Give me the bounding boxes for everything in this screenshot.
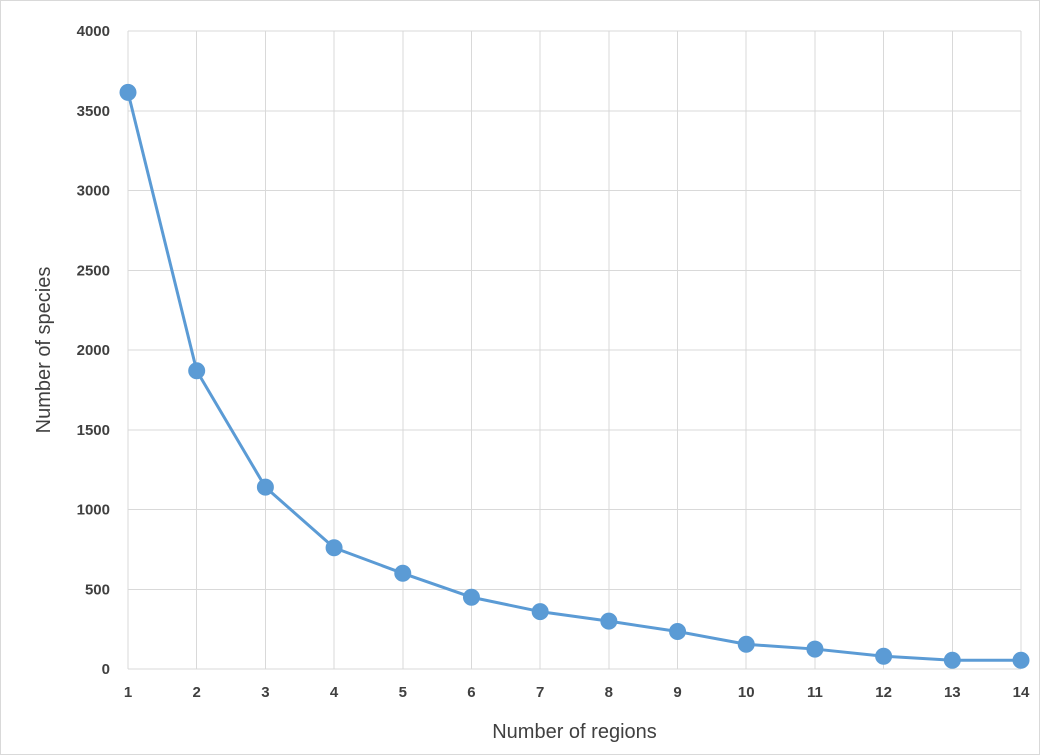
data-point-13: [943, 651, 961, 669]
x-tick-label-11: 11: [807, 684, 823, 701]
data-point-6: [462, 588, 480, 606]
data-point-10: [737, 635, 755, 653]
x-tick-label-4: 4: [330, 684, 339, 701]
y-tick-label-4000: 4000: [77, 23, 110, 40]
data-point-4: [325, 539, 343, 557]
y-tick-label-500: 500: [85, 581, 110, 598]
x-tick-label-8: 8: [605, 684, 613, 701]
x-tick-label-14: 14: [1013, 684, 1030, 701]
x-tick-label-1: 1: [124, 684, 132, 701]
x-axis-title: Number of regions: [492, 721, 657, 743]
data-point-1: [119, 83, 137, 101]
grid: [127, 30, 1022, 670]
data-point-12: [875, 647, 893, 665]
data-point-5: [394, 564, 412, 582]
data-point-9: [669, 623, 687, 641]
x-tick-label-6: 6: [467, 684, 475, 701]
series-group: [119, 83, 1030, 669]
x-tick-label-5: 5: [399, 684, 407, 701]
x-tick-label-3: 3: [261, 684, 269, 701]
data-point-14: [1012, 651, 1030, 669]
y-tick-label-3500: 3500: [77, 103, 110, 120]
x-tick-label-9: 9: [673, 684, 681, 701]
data-point-11: [806, 640, 824, 658]
y-tick-label-3000: 3000: [77, 183, 110, 200]
y-tick-label-1500: 1500: [77, 422, 110, 439]
y-axis-title: Number of species: [33, 267, 55, 434]
y-tick-label-2500: 2500: [77, 262, 110, 279]
data-point-2: [188, 362, 206, 380]
x-tick-label-13: 13: [944, 684, 961, 701]
y-tick-label-2000: 2000: [77, 342, 110, 359]
data-point-7: [531, 603, 549, 621]
x-tick-label-12: 12: [875, 684, 892, 701]
x-tick-label-7: 7: [536, 684, 544, 701]
y-tick-label-1000: 1000: [77, 502, 110, 519]
x-tick-label-2: 2: [193, 684, 201, 701]
x-tick-label-10: 10: [738, 684, 755, 701]
data-point-8: [600, 612, 618, 630]
series-line-0: [126, 92, 1021, 662]
data-point-3: [256, 478, 274, 496]
y-tick-label-0: 0: [102, 661, 110, 678]
